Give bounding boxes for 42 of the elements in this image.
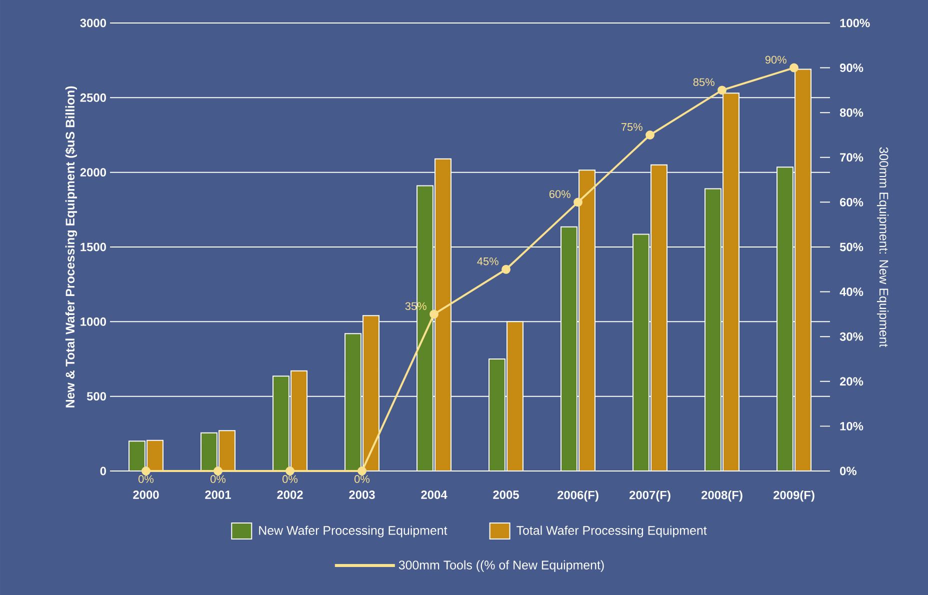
x-tick-label: 2002	[277, 490, 303, 499]
y-axis-title: New & Total Wafer Processing Equipment ($uS Billion)	[65, 86, 78, 408]
y-tick-label: 500	[86, 392, 106, 401]
x-tick-label: 2008(F)	[702, 490, 742, 502]
y2-tick-label: 90%	[840, 64, 864, 72]
data-label: 75%	[621, 123, 642, 131]
x-tick-label: 2004	[421, 490, 448, 499]
y2-tick-label: 40%	[840, 288, 864, 296]
data-label: 0%	[138, 475, 154, 483]
y2-tick-label: 80%	[840, 108, 864, 117]
y2-tick-label: 0%	[840, 466, 856, 476]
y2-axis-title: 300mm Equipment: New Equipment	[876, 147, 889, 348]
y-tick-label: 2000	[80, 168, 106, 177]
data-label: 45%	[477, 258, 498, 266]
y2-tick-label: 20%	[840, 377, 864, 386]
y-tick-label: 0	[100, 466, 106, 476]
x-tick-label: 2006(F)	[558, 490, 598, 502]
y2-tick-label: 50%	[840, 242, 864, 252]
data-label: 0%	[282, 475, 298, 483]
x-tick-label: 2001	[205, 490, 231, 499]
x-tick-label: 2003	[349, 490, 375, 499]
legend-label: Total Wafer Processing Equipment	[516, 526, 707, 538]
data-label: 0%	[210, 475, 226, 483]
x-tick-label: 2009(F)	[774, 490, 814, 502]
data-label: 90%	[765, 56, 786, 64]
y2-tick-label: 30%	[840, 332, 864, 341]
y-tick-label: 1500	[80, 242, 106, 252]
y-tick-label: 1000	[80, 317, 106, 326]
data-label: 60%	[549, 190, 570, 198]
x-tick-label: 2005	[493, 490, 519, 499]
y-tick-label: 2500	[80, 93, 106, 102]
legend-label: 300mm Tools ((% of New Equipment)	[398, 560, 604, 572]
data-label: 85%	[693, 78, 714, 86]
y-tick-label: 3000	[80, 18, 106, 28]
y2-tick-label: 100%	[840, 18, 870, 28]
y2-tick-label: 70%	[840, 153, 864, 162]
data-label: 0%	[354, 475, 370, 483]
x-tick-label: 2007(F)	[630, 490, 670, 502]
legend-label: New Wafer Processing Equipment	[259, 526, 448, 538]
y2-tick-label: 10%	[840, 422, 864, 430]
x-tick-label: 2000	[133, 490, 159, 499]
y2-tick-label: 60%	[840, 198, 864, 206]
